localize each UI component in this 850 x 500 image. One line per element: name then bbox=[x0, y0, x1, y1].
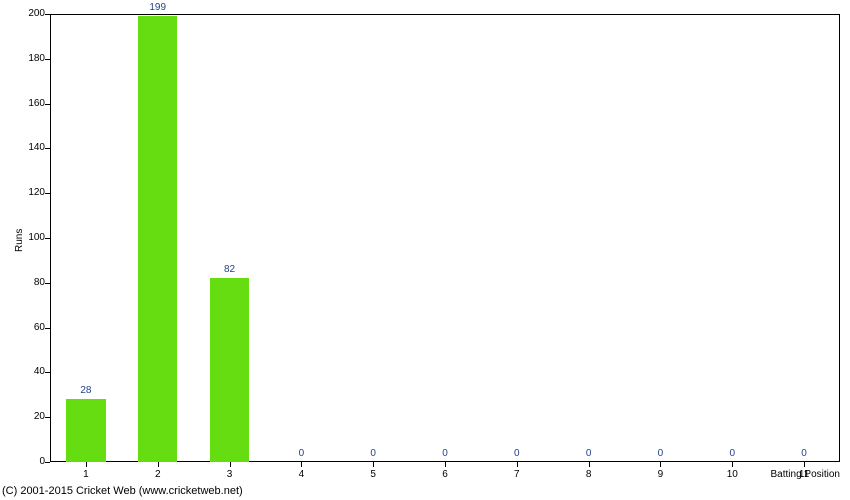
x-tick-label: 2 bbox=[155, 469, 161, 480]
y-tick-mark bbox=[45, 14, 50, 15]
y-tick-mark bbox=[45, 238, 50, 239]
y-tick-label: 200 bbox=[15, 8, 45, 19]
y-tick-mark bbox=[45, 148, 50, 149]
bar bbox=[66, 399, 106, 462]
bar-value-label: 0 bbox=[586, 448, 592, 459]
x-tick-label: 1 bbox=[83, 469, 89, 480]
x-tick-label: 4 bbox=[299, 469, 305, 480]
y-tick-mark bbox=[45, 328, 50, 329]
x-tick-mark bbox=[373, 462, 374, 467]
bar-value-label: 0 bbox=[729, 448, 735, 459]
bar-value-label: 82 bbox=[224, 264, 235, 275]
y-tick-mark bbox=[45, 283, 50, 284]
x-tick-label: 3 bbox=[227, 469, 233, 480]
copyright-text: (C) 2001-2015 Cricket Web (www.cricketwe… bbox=[2, 485, 243, 497]
bar-value-label: 0 bbox=[370, 448, 376, 459]
y-tick-label: 140 bbox=[15, 142, 45, 153]
y-tick-label: 40 bbox=[15, 366, 45, 377]
x-tick-label: 5 bbox=[370, 469, 376, 480]
y-tick-mark bbox=[45, 462, 50, 463]
bar-value-label: 199 bbox=[149, 2, 166, 13]
x-tick-mark bbox=[589, 462, 590, 467]
y-tick-label: 0 bbox=[15, 456, 45, 467]
y-tick-mark bbox=[45, 372, 50, 373]
x-tick-label: 6 bbox=[442, 469, 448, 480]
y-tick-mark bbox=[45, 104, 50, 105]
chart-frame: Runs Batting Position (C) 2001-2015 Cric… bbox=[0, 0, 850, 500]
x-tick-mark bbox=[86, 462, 87, 467]
y-tick-label: 60 bbox=[15, 322, 45, 333]
y-tick-mark bbox=[45, 417, 50, 418]
x-tick-mark bbox=[517, 462, 518, 467]
y-tick-mark bbox=[45, 59, 50, 60]
bar-value-label: 0 bbox=[299, 448, 305, 459]
bar-value-label: 28 bbox=[80, 385, 91, 396]
x-tick-mark bbox=[804, 462, 805, 467]
bar bbox=[138, 16, 178, 462]
bar-value-label: 0 bbox=[442, 448, 448, 459]
y-tick-label: 180 bbox=[15, 53, 45, 64]
chart-area bbox=[50, 14, 840, 462]
y-tick-label: 80 bbox=[15, 277, 45, 288]
x-tick-mark bbox=[158, 462, 159, 467]
y-tick-label: 20 bbox=[15, 411, 45, 422]
x-tick-mark bbox=[230, 462, 231, 467]
bar-value-label: 0 bbox=[514, 448, 520, 459]
y-tick-label: 160 bbox=[15, 98, 45, 109]
x-tick-mark bbox=[732, 462, 733, 467]
x-tick-label: 11 bbox=[799, 469, 809, 480]
x-tick-label: 10 bbox=[727, 469, 738, 480]
y-tick-mark bbox=[45, 193, 50, 194]
x-tick-label: 8 bbox=[586, 469, 592, 480]
x-tick-label: 7 bbox=[514, 469, 520, 480]
y-tick-label: 120 bbox=[15, 187, 45, 198]
bar bbox=[210, 278, 250, 462]
y-tick-label: 100 bbox=[15, 232, 45, 243]
bar-value-label: 0 bbox=[658, 448, 664, 459]
x-tick-label: 9 bbox=[658, 469, 664, 480]
x-tick-mark bbox=[660, 462, 661, 467]
bar-value-label: 0 bbox=[801, 448, 807, 459]
x-tick-mark bbox=[445, 462, 446, 467]
x-tick-mark bbox=[301, 462, 302, 467]
